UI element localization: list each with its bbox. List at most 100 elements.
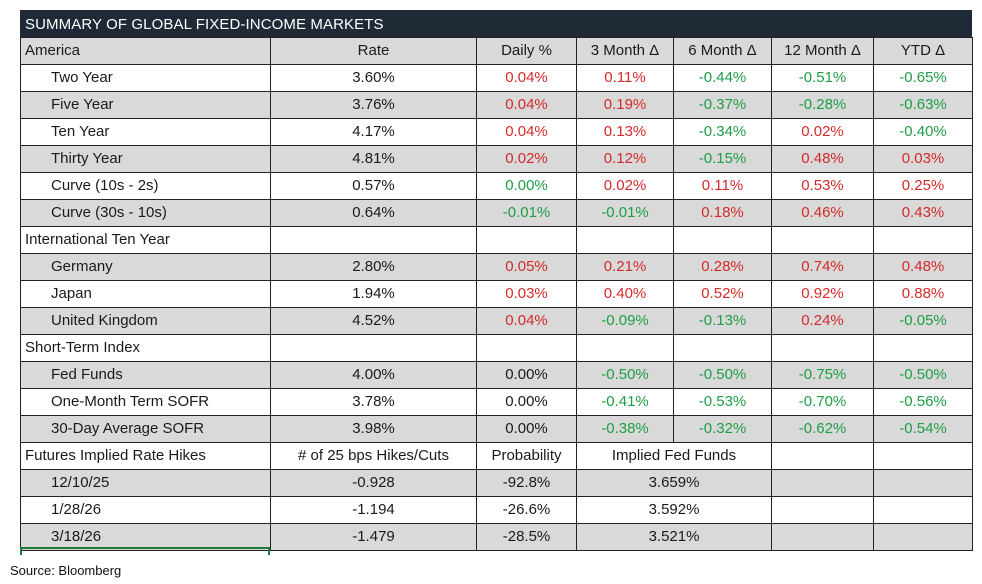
empty-cell[interactable] bbox=[673, 334, 772, 362]
rate-cell[interactable]: 4.17% bbox=[270, 118, 477, 146]
change-cell[interactable]: 0.00% bbox=[476, 361, 577, 389]
row-label[interactable]: 30-Day Average SOFR bbox=[20, 415, 271, 443]
change-cell[interactable]: 0.18% bbox=[673, 199, 772, 227]
change-cell[interactable]: 0.05% bbox=[476, 253, 577, 281]
change-cell[interactable]: -0.05% bbox=[873, 307, 973, 335]
row-label[interactable]: Curve (10s - 2s) bbox=[20, 172, 271, 200]
change-cell[interactable]: -0.01% bbox=[476, 199, 577, 227]
section-header-international-label[interactable]: International Ten Year bbox=[20, 226, 271, 254]
change-cell[interactable]: 0.03% bbox=[476, 280, 577, 308]
change-cell[interactable]: 0.48% bbox=[771, 145, 874, 173]
column-header-12-month[interactable]: 12 Month Δ bbox=[771, 37, 874, 65]
change-cell[interactable]: -0.37% bbox=[673, 91, 772, 119]
empty-cell[interactable] bbox=[476, 226, 577, 254]
futures-probability[interactable]: -26.6% bbox=[476, 496, 577, 524]
selected-cell-outline[interactable] bbox=[20, 547, 270, 555]
column-header-3-month[interactable]: 3 Month Δ bbox=[576, 37, 674, 65]
change-cell[interactable]: -0.01% bbox=[576, 199, 674, 227]
futures-date[interactable]: 12/10/25 bbox=[20, 469, 271, 497]
futures-hikes[interactable]: -1.479 bbox=[270, 523, 477, 551]
column-header-6-month[interactable]: 6 Month Δ bbox=[673, 37, 772, 65]
futures-date[interactable]: 3/18/26 bbox=[20, 523, 271, 551]
change-cell[interactable]: 0.46% bbox=[771, 199, 874, 227]
section-header-short-term-label[interactable]: Short-Term Index bbox=[20, 334, 271, 362]
change-cell[interactable]: 0.40% bbox=[576, 280, 674, 308]
row-label[interactable]: Five Year bbox=[20, 91, 271, 119]
change-cell[interactable]: -0.09% bbox=[576, 307, 674, 335]
rate-cell[interactable]: 4.52% bbox=[270, 307, 477, 335]
rate-cell[interactable]: 1.94% bbox=[270, 280, 477, 308]
empty-cell[interactable] bbox=[771, 496, 874, 524]
change-cell[interactable]: 0.19% bbox=[576, 91, 674, 119]
change-cell[interactable]: 0.25% bbox=[873, 172, 973, 200]
futures-implied[interactable]: 3.659% bbox=[576, 469, 772, 497]
rate-cell[interactable]: 0.64% bbox=[270, 199, 477, 227]
futures-date[interactable]: 1/28/26 bbox=[20, 496, 271, 524]
row-label[interactable]: Germany bbox=[20, 253, 271, 281]
change-cell[interactable]: -0.75% bbox=[771, 361, 874, 389]
empty-cell[interactable] bbox=[771, 442, 874, 470]
change-cell[interactable]: -0.50% bbox=[576, 361, 674, 389]
change-cell[interactable]: -0.70% bbox=[771, 388, 874, 416]
change-cell[interactable]: -0.50% bbox=[673, 361, 772, 389]
futures-implied[interactable]: 3.592% bbox=[576, 496, 772, 524]
change-cell[interactable]: -0.50% bbox=[873, 361, 973, 389]
empty-cell[interactable] bbox=[873, 469, 973, 497]
empty-cell[interactable] bbox=[771, 469, 874, 497]
futures-probability[interactable]: -28.5% bbox=[476, 523, 577, 551]
change-cell[interactable]: -0.56% bbox=[873, 388, 973, 416]
change-cell[interactable]: 0.28% bbox=[673, 253, 772, 281]
row-label[interactable]: Thirty Year bbox=[20, 145, 271, 173]
rate-cell[interactable]: 0.57% bbox=[270, 172, 477, 200]
change-cell[interactable]: 0.48% bbox=[873, 253, 973, 281]
change-cell[interactable]: 0.04% bbox=[476, 91, 577, 119]
row-label[interactable]: One-Month Term SOFR bbox=[20, 388, 271, 416]
empty-cell[interactable] bbox=[771, 226, 874, 254]
change-cell[interactable]: 0.11% bbox=[576, 64, 674, 92]
change-cell[interactable]: 0.02% bbox=[771, 118, 874, 146]
change-cell[interactable]: -0.15% bbox=[673, 145, 772, 173]
change-cell[interactable]: 0.52% bbox=[673, 280, 772, 308]
change-cell[interactable]: -0.44% bbox=[673, 64, 772, 92]
rate-cell[interactable]: 3.98% bbox=[270, 415, 477, 443]
column-header-america[interactable]: America bbox=[20, 37, 271, 65]
empty-cell[interactable] bbox=[873, 442, 973, 470]
change-cell[interactable]: 0.00% bbox=[476, 415, 577, 443]
change-cell[interactable]: 0.11% bbox=[673, 172, 772, 200]
change-cell[interactable]: -0.32% bbox=[673, 415, 772, 443]
change-cell[interactable]: 0.04% bbox=[476, 307, 577, 335]
empty-cell[interactable] bbox=[873, 523, 973, 551]
change-cell[interactable]: -0.13% bbox=[673, 307, 772, 335]
column-header-rate[interactable]: Rate bbox=[270, 37, 477, 65]
empty-cell[interactable] bbox=[873, 226, 973, 254]
futures-header-probability[interactable]: Probability bbox=[476, 442, 577, 470]
change-cell[interactable]: 0.02% bbox=[576, 172, 674, 200]
empty-cell[interactable] bbox=[771, 523, 874, 551]
change-cell[interactable]: 0.92% bbox=[771, 280, 874, 308]
empty-cell[interactable] bbox=[873, 496, 973, 524]
row-label[interactable]: Two Year bbox=[20, 64, 271, 92]
change-cell[interactable]: 0.00% bbox=[476, 172, 577, 200]
futures-hikes[interactable]: -0.928 bbox=[270, 469, 477, 497]
row-label[interactable]: Ten Year bbox=[20, 118, 271, 146]
column-header-ytd[interactable]: YTD Δ bbox=[873, 37, 973, 65]
row-label[interactable]: Fed Funds bbox=[20, 361, 271, 389]
change-cell[interactable]: 0.03% bbox=[873, 145, 973, 173]
empty-cell[interactable] bbox=[270, 334, 477, 362]
change-cell[interactable]: 0.13% bbox=[576, 118, 674, 146]
futures-header-hikes[interactable]: # of 25 bps Hikes/Cuts bbox=[270, 442, 477, 470]
futures-hikes[interactable]: -1.194 bbox=[270, 496, 477, 524]
change-cell[interactable]: -0.34% bbox=[673, 118, 772, 146]
change-cell[interactable]: 0.02% bbox=[476, 145, 577, 173]
empty-cell[interactable] bbox=[873, 334, 973, 362]
change-cell[interactable]: 0.74% bbox=[771, 253, 874, 281]
change-cell[interactable]: 0.24% bbox=[771, 307, 874, 335]
change-cell[interactable]: -0.63% bbox=[873, 91, 973, 119]
futures-probability[interactable]: -92.8% bbox=[476, 469, 577, 497]
change-cell[interactable]: 0.04% bbox=[476, 64, 577, 92]
change-cell[interactable]: 0.00% bbox=[476, 388, 577, 416]
change-cell[interactable]: -0.51% bbox=[771, 64, 874, 92]
change-cell[interactable]: 0.43% bbox=[873, 199, 973, 227]
change-cell[interactable]: -0.54% bbox=[873, 415, 973, 443]
row-label[interactable]: Japan bbox=[20, 280, 271, 308]
